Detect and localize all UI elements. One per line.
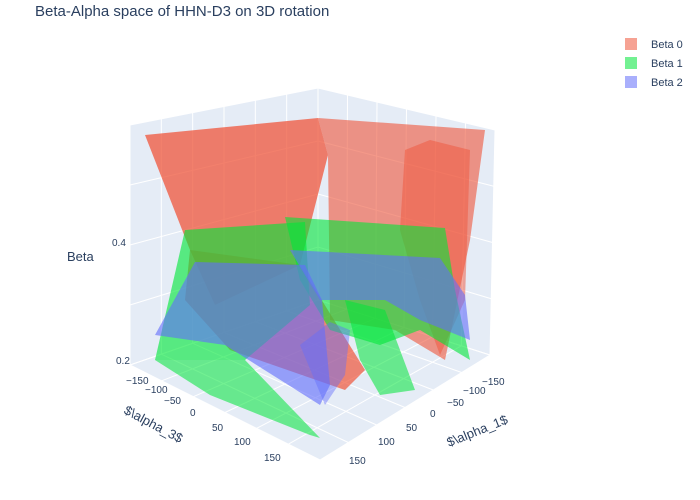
- alpha3-tick-label: 100: [234, 437, 251, 448]
- alpha1-tick-label: 150: [349, 456, 366, 467]
- alpha1-tick-label: 100: [378, 437, 395, 448]
- alpha3-tick-label: 150: [264, 453, 281, 464]
- z-tick-label: 0.4: [112, 238, 126, 249]
- alpha3-tick-label: 50: [212, 423, 224, 434]
- alpha1-tick-label: −50: [447, 398, 464, 409]
- legend-label-beta2[interactable]: Beta 2: [651, 77, 683, 89]
- legend: Beta 0 Beta 1 Beta 2: [625, 38, 683, 89]
- alpha3-axis-title: $\alpha_3$: [122, 402, 187, 446]
- alpha1-tick-label: 50: [406, 423, 418, 434]
- legend-label-beta1[interactable]: Beta 1: [651, 58, 683, 70]
- alpha1-tick-label: −150: [482, 377, 505, 388]
- alpha3-tick-label: −100: [145, 385, 168, 396]
- z-ticks: 0.4 0.2: [112, 238, 130, 367]
- alpha3-tick-label: 0: [190, 408, 196, 419]
- chart-title: Beta-Alpha space of HHN-D3 on 3D rotatio…: [35, 3, 329, 20]
- legend-swatch-beta0[interactable]: [625, 38, 637, 50]
- z-tick-label: 0.2: [116, 356, 130, 367]
- alpha1-tick-label: 0: [430, 409, 436, 420]
- legend-swatch-beta2[interactable]: [625, 76, 637, 88]
- alpha1-axis-title: $\alpha_1$: [445, 411, 511, 449]
- z-axis-title: Beta: [67, 249, 95, 264]
- legend-label-beta0[interactable]: Beta 0: [651, 39, 683, 51]
- legend-swatch-beta1[interactable]: [625, 57, 637, 69]
- alpha3-tick-label: −50: [164, 396, 181, 407]
